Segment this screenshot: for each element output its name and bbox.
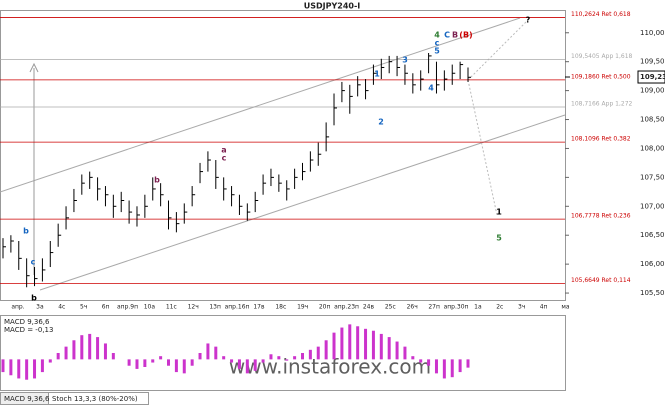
tab-label[interactable]: Stoch 13,3,3 (80%-20%) <box>52 395 138 403</box>
level-label: 105,6649 Ret 0,114 <box>571 277 631 284</box>
wave-label: ? <box>526 16 531 25</box>
channel-line <box>0 17 521 193</box>
x-tick-label: 4п <box>540 304 548 311</box>
x-tick-label: апр.16п <box>225 304 250 311</box>
x-tick-label: 6п <box>102 304 110 311</box>
wave-label: b <box>154 176 160 185</box>
wave-label: 5 <box>496 234 502 243</box>
x-tick-label: 3ч <box>518 304 525 311</box>
y-tick-label: 108,500 <box>640 116 665 124</box>
level-label: 110,2624 Ret 0,618 <box>571 11 631 18</box>
x-tick-label: 17в <box>253 304 265 311</box>
x-tick-label: 27п <box>428 304 440 311</box>
wave-label: 4 <box>428 84 434 93</box>
x-tick-label: апр.30п <box>444 304 469 311</box>
x-tick-label: 4c <box>58 304 65 311</box>
y-tick-label: 107,500 <box>640 173 665 181</box>
tab-label[interactable]: MACD 9,36,6 <box>4 395 50 403</box>
level-label: 109,5405 App 1,618 <box>571 53 633 60</box>
wave-label: c <box>31 258 36 267</box>
x-tick-label: апр.9п <box>117 304 138 311</box>
wave-label: 5 <box>434 47 440 56</box>
wave-label: 1 <box>496 208 502 217</box>
watermark: www.instaforex.com <box>229 355 431 379</box>
x-tick-label: 25c <box>385 304 396 311</box>
macd-value-label: MACD = -0,13 <box>4 326 53 334</box>
y-tick-label: 110,000 <box>640 29 665 37</box>
x-tick-label: апр. <box>11 304 24 311</box>
current-price-box <box>637 70 665 84</box>
wave-label: b <box>23 227 29 236</box>
x-tick-label: 12ч <box>188 304 199 311</box>
tab[interactable] <box>48 392 149 405</box>
level-label: 106,7778 Ret 0,236 <box>571 213 631 220</box>
y-tick-label: 109,000 <box>640 87 665 95</box>
x-tick-label: 3а <box>36 304 44 311</box>
level-label: 108,7166 App 1,272 <box>571 101 633 108</box>
wave-label: 1 <box>374 70 380 79</box>
wave-label: B <box>452 31 458 40</box>
x-tick-label: 2c <box>496 304 503 311</box>
wave-label: 2 <box>378 118 384 127</box>
current-price-label: 109,235 <box>640 73 665 81</box>
level-label: 109,1860 Ret 0,500 <box>571 73 631 80</box>
channel-line <box>39 114 566 291</box>
x-tick-label: 1а <box>474 304 482 311</box>
x-tick-label: 26ч <box>407 304 418 311</box>
x-tick-label: 20п <box>319 304 331 311</box>
y-tick-label: 109,500 <box>640 58 665 66</box>
wave-label: (B) <box>459 31 472 40</box>
wave-label: C <box>444 31 450 40</box>
wave-label: a <box>221 146 226 155</box>
projection <box>467 17 531 81</box>
wave-label: c <box>435 39 440 48</box>
macd-label: MACD 9,36,6 <box>4 318 50 326</box>
x-tick-label: апр.23п <box>334 304 359 311</box>
chart-title: USDJPY240-I <box>304 2 361 11</box>
level-label: 108,1096 Ret 0,382 <box>571 136 631 143</box>
x-tick-label: 10а <box>144 304 156 311</box>
x-tick-label: 18c <box>275 304 286 311</box>
macd-frame <box>0 315 566 391</box>
y-tick-label: 106,500 <box>640 231 665 239</box>
y-tick-label: 108,000 <box>640 144 665 152</box>
x-tick-label: ма <box>561 304 570 311</box>
x-tick-label: 11c <box>166 304 177 311</box>
wave-label: b <box>31 294 37 303</box>
x-tick-label: 19ч <box>297 304 308 311</box>
y-tick-label: 105,500 <box>640 289 665 297</box>
main-frame <box>0 10 566 301</box>
x-tick-label: 24в <box>363 304 375 311</box>
wave-label: 4 <box>434 31 440 40</box>
projection <box>467 79 498 216</box>
wave-label: c <box>222 154 227 163</box>
arrow-head <box>29 62 39 73</box>
x-tick-label: 13п <box>209 304 221 311</box>
y-tick-label: 106,000 <box>640 260 665 268</box>
wave-label: 3 <box>402 56 408 65</box>
y-tick-label: 107,000 <box>640 202 665 210</box>
x-tick-label: 5ч <box>80 304 87 311</box>
